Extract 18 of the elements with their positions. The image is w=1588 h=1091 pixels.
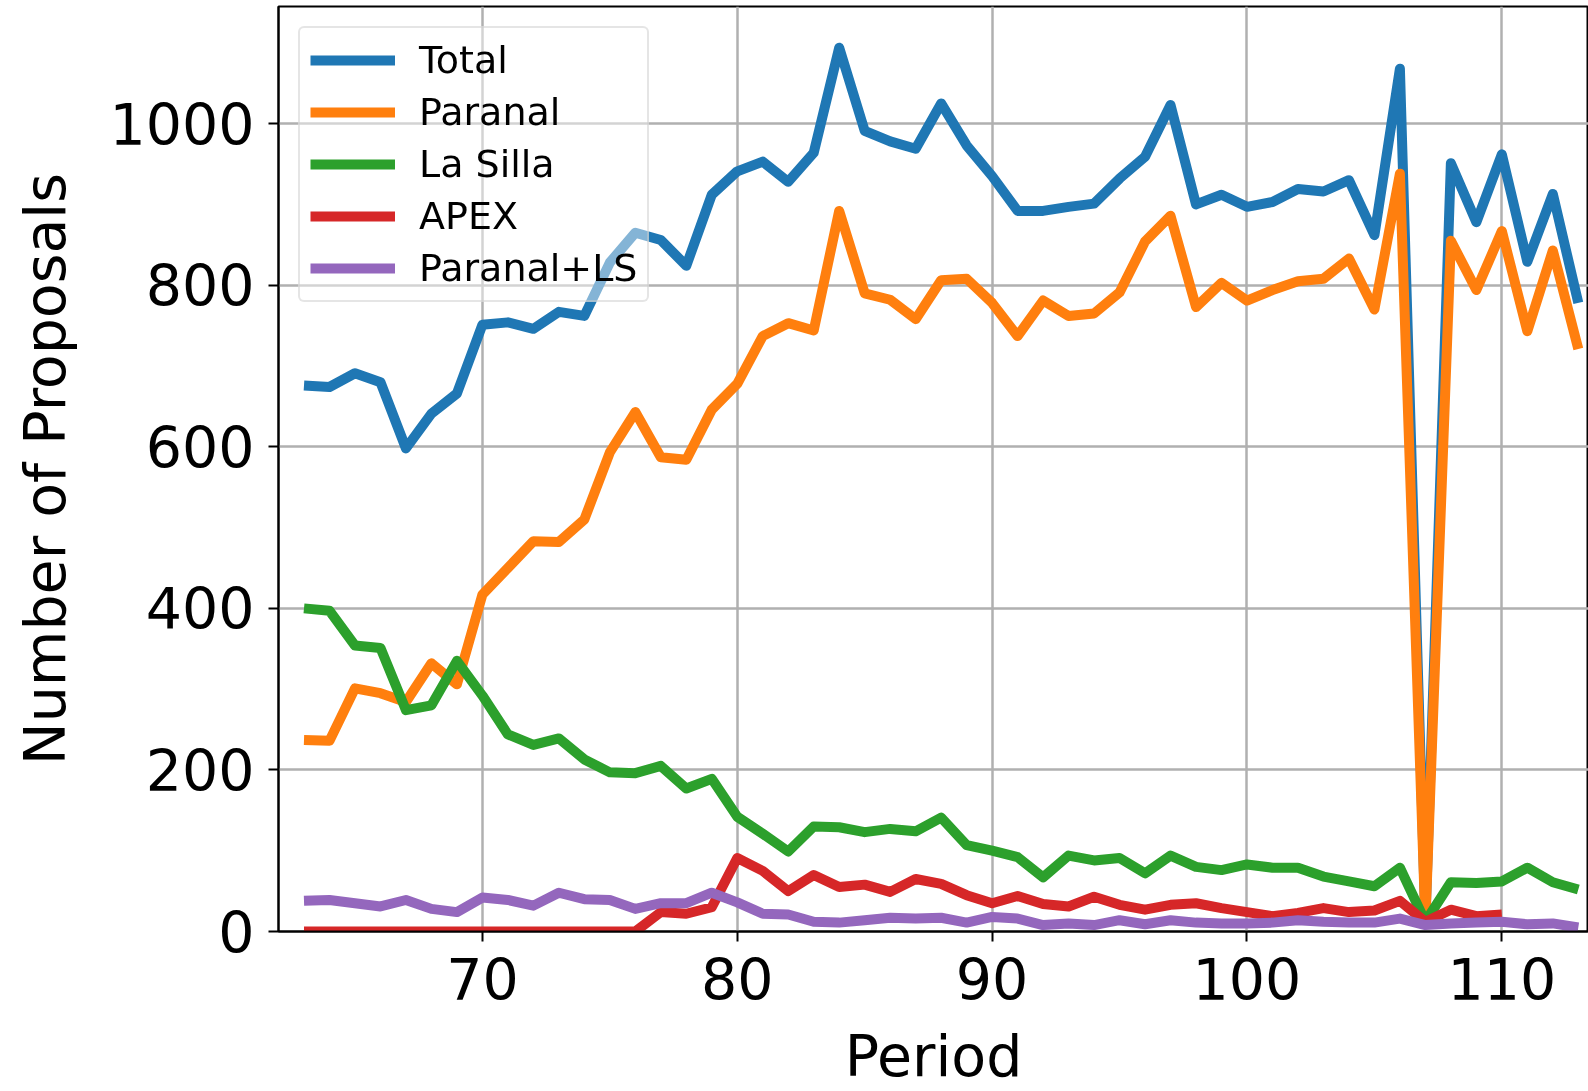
- legend-label: La Silla: [419, 142, 555, 186]
- y-tick-label: 600: [145, 414, 255, 481]
- legend-label: Total: [419, 38, 508, 82]
- y-tick-label: 400: [145, 576, 255, 643]
- x-tick-label: 90: [955, 946, 1029, 1013]
- y-tick-label: 0: [218, 899, 255, 966]
- y-tick-label: 200: [145, 737, 255, 804]
- legend-label: Paranal+LS: [419, 246, 638, 290]
- legend-label: APEX: [419, 194, 518, 238]
- y-axis-title: Number of Proposals: [12, 173, 79, 765]
- x-tick-label: 100: [1192, 946, 1302, 1013]
- legend-label: Paranal: [419, 90, 561, 134]
- x-tick-label: 110: [1447, 946, 1557, 1013]
- x-tick-label: 80: [700, 946, 774, 1013]
- x-tick-label: 70: [446, 946, 519, 1013]
- y-tick-label: 1000: [109, 91, 255, 158]
- x-axis-title: Period: [844, 1022, 1023, 1089]
- y-tick-label: 800: [145, 253, 255, 320]
